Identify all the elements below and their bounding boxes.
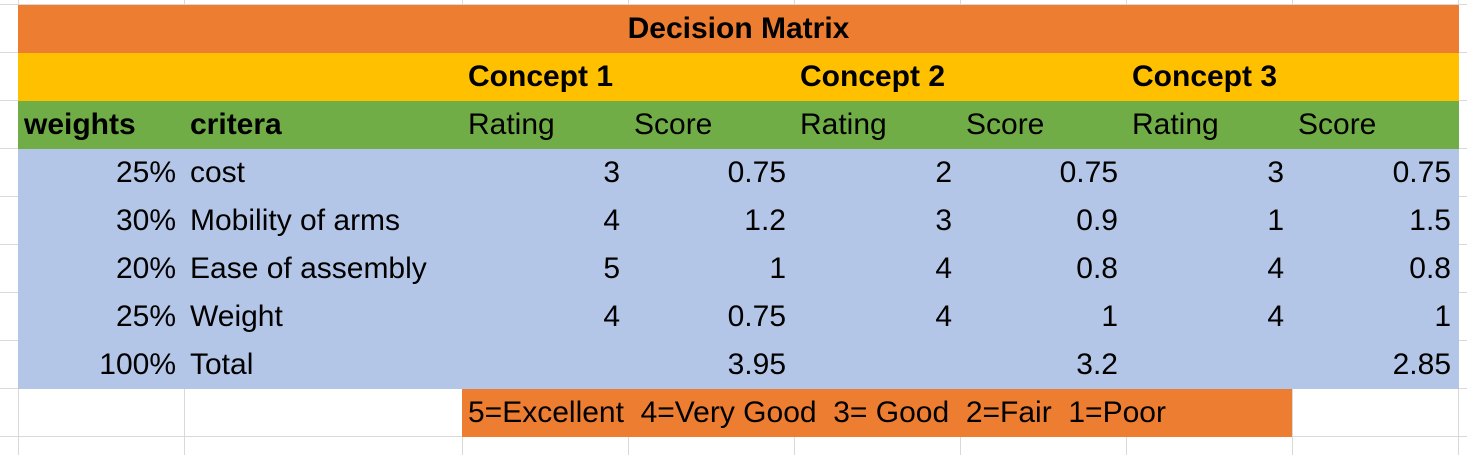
concept-2-score-cell[interactable]: 0.9	[1076, 204, 1118, 237]
weights-header[interactable]: weights	[24, 108, 136, 141]
concept-2-score-cell[interactable]: 0.8	[1076, 252, 1118, 285]
decision-matrix-title[interactable]: Decision Matrix	[627, 12, 850, 45]
total-weight-cell[interactable]: 100%	[99, 348, 176, 381]
concept-2-total-score[interactable]: 3.2	[1076, 348, 1118, 381]
concept-2-rating-cell[interactable]: 4	[935, 252, 952, 285]
concept-3-rating-cell[interactable]: 4	[1267, 300, 1284, 333]
concept-1-rating-cell[interactable]: 4	[603, 204, 620, 237]
table-row: 25% Weight 4 0.75 4 1 4 1	[18, 293, 1459, 341]
weight-cell[interactable]: 25%	[115, 156, 176, 189]
concept-3-score-cell[interactable]: 1.5	[1409, 204, 1451, 237]
criterion-cell[interactable]: Ease of assembly	[190, 252, 427, 285]
concept-3-rating-cell[interactable]: 1	[1267, 204, 1284, 237]
concept-1-score-header[interactable]: Score	[634, 108, 713, 141]
concept-2-rating-cell[interactable]: 2	[935, 156, 952, 189]
concept-3-total-score[interactable]: 2.85	[1392, 348, 1451, 381]
concept-1-rating-header[interactable]: Rating	[468, 108, 555, 141]
concept-1-rating-cell[interactable]: 4	[603, 300, 620, 333]
concept-1-rating-cell[interactable]: 5	[603, 252, 620, 285]
concept-3-header[interactable]: Concept 3	[1132, 60, 1278, 93]
table-row: 25% cost 3 0.75 2 0.75 3 0.75	[18, 149, 1459, 197]
rating-legend[interactable]: 5=Excellent 4=Very Good 3= Good 2=Fair 1…	[462, 389, 1292, 437]
legend-row: 5=Excellent 4=Very Good 3= Good 2=Fair 1…	[18, 389, 1459, 437]
concept-2-header[interactable]: Concept 2	[800, 60, 946, 93]
concept-2-rating-cell[interactable]: 3	[935, 204, 952, 237]
concept-3-rating-header[interactable]: Rating	[1132, 108, 1219, 141]
concept-1-score-cell[interactable]: 0.75	[727, 156, 786, 189]
title-row: Decision Matrix	[18, 5, 1459, 53]
concept-3-rating-cell[interactable]: 4	[1267, 252, 1284, 285]
concept-1-rating-cell[interactable]: 3	[603, 156, 620, 189]
column-header-row: weights critera Rating Score Rating Scor…	[18, 101, 1459, 149]
concept-2-score-cell[interactable]: 1	[1101, 300, 1118, 333]
criterion-cell[interactable]: Weight	[190, 300, 283, 333]
table-row: 30% Mobility of arms 4 1.2 3 0.9 1 1.5	[18, 197, 1459, 245]
criterion-cell[interactable]: Mobility of arms	[190, 204, 401, 237]
concept-3-score-cell[interactable]: 0.8	[1409, 252, 1451, 285]
concept-2-rating-cell[interactable]: 4	[935, 300, 952, 333]
concept-1-score-cell[interactable]: 1	[769, 252, 786, 285]
concept-3-score-cell[interactable]: 1	[1434, 300, 1451, 333]
criterion-cell[interactable]: cost	[190, 156, 246, 189]
concept-2-rating-header[interactable]: Rating	[800, 108, 887, 141]
concept-3-score-cell[interactable]: 0.75	[1392, 156, 1451, 189]
concept-2-score-header[interactable]: Score	[966, 108, 1045, 141]
total-row: 100% Total 3.95 3.2 2.85	[18, 341, 1459, 389]
concept-1-score-cell[interactable]: 0.75	[727, 300, 786, 333]
concept-1-total-score[interactable]: 3.95	[727, 348, 786, 381]
concept-1-score-cell[interactable]: 1.2	[744, 204, 786, 237]
concept-3-rating-cell[interactable]: 3	[1267, 156, 1284, 189]
total-label-cell[interactable]: Total	[190, 348, 254, 381]
concept-row: Concept 1 Concept 2 Concept 3	[18, 53, 1459, 101]
criteria-header[interactable]: critera	[190, 108, 282, 141]
concept-2-score-cell[interactable]: 0.75	[1059, 156, 1118, 189]
concept-1-header[interactable]: Concept 1	[468, 60, 614, 93]
weight-cell[interactable]: 25%	[115, 300, 176, 333]
weight-cell[interactable]: 30%	[115, 204, 176, 237]
weight-cell[interactable]: 20%	[115, 252, 176, 285]
concept-3-score-header[interactable]: Score	[1298, 108, 1377, 141]
table-row: 20% Ease of assembly 5 1 4 0.8 4 0.8	[18, 245, 1459, 293]
